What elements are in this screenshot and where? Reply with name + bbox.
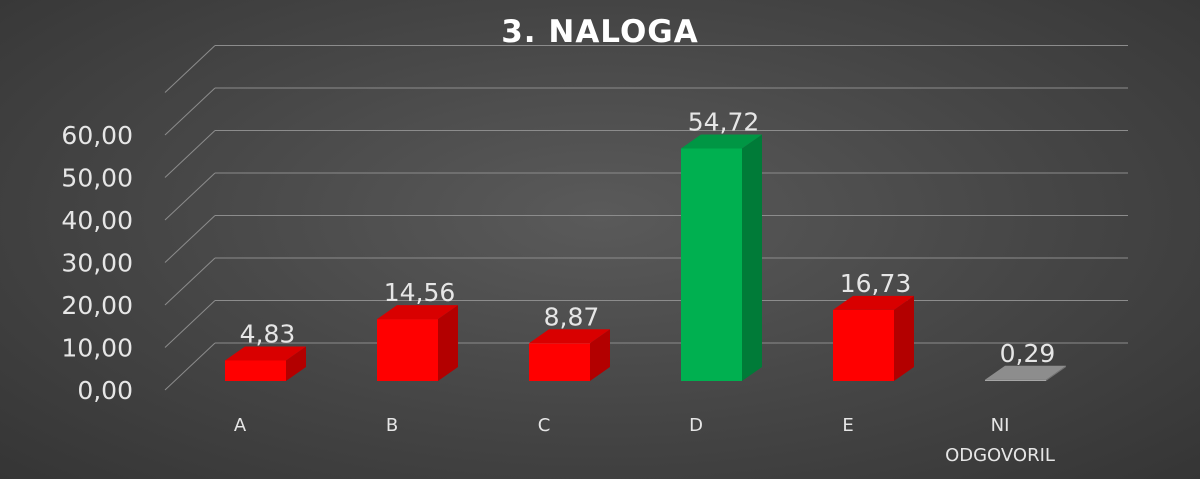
x-tick-label: A [234,415,247,436]
bar-top [529,329,610,344]
x-tick-label: E [842,415,853,436]
gridline-diagonal [164,342,216,391]
data-label: 8,87 [544,302,600,331]
y-tick-label: 20,00 [61,291,133,320]
x-tick-label: C [538,415,551,436]
bar-side [1046,365,1066,381]
bar [529,343,590,381]
data-label: 14,56 [384,278,456,307]
bar-side [894,295,914,381]
gridline-diagonal [164,300,216,348]
chart-title: 3. NALOGA [501,14,699,50]
bar [681,148,742,381]
bar [985,379,1046,381]
bar-top [681,134,762,149]
data-label: 0,29 [1000,339,1056,368]
bar [377,319,438,381]
gridline-diagonal [164,45,216,93]
gridline-diagonal [164,215,216,263]
gridline-diagonal [164,130,216,178]
x-tick-label: D [689,415,703,436]
gridline-diagonal [164,172,216,221]
data-label: 16,73 [840,269,912,298]
bar-top [985,365,1066,380]
y-tick-label: 0,00 [77,376,133,405]
bar-side [590,329,610,381]
y-tick-label: 60,00 [61,121,133,150]
bar [833,309,894,381]
bar [225,360,286,381]
gridline-diagonal [164,257,216,306]
y-tick-label: 30,00 [61,249,133,278]
x-tick-label: B [386,415,398,436]
bar-side [742,134,762,381]
x-tick-label: ODGOVORIL [945,445,1055,466]
gridline-diagonal [164,87,216,136]
bar-top [833,295,914,310]
bar-side [286,346,306,381]
bar-top [377,305,458,320]
y-tick-label: 40,00 [61,206,133,235]
data-label: 54,72 [688,107,760,136]
bar-top [225,346,306,361]
y-tick-label: 50,00 [61,164,133,193]
x-tick-label: NI [991,415,1010,436]
bar-side [438,305,458,381]
data-label: 4,83 [240,319,296,348]
y-tick-label: 10,00 [61,334,133,363]
